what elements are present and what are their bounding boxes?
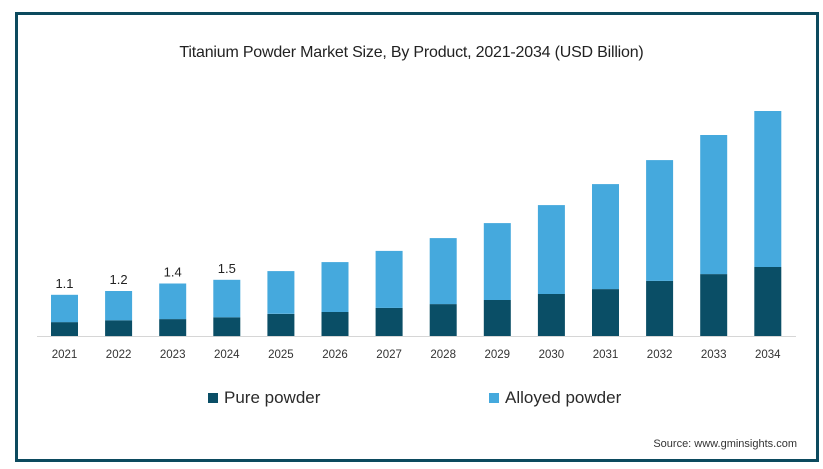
legend-label-alloyed-powder: Alloyed powder bbox=[505, 388, 622, 407]
chart-frame bbox=[15, 12, 819, 462]
chart-title: Titanium Powder Market Size, By Product,… bbox=[179, 44, 644, 61]
bar-alloyed-powder-2024 bbox=[213, 279, 241, 318]
x-tick-2034: 2034 bbox=[755, 349, 781, 361]
x-tick-2021: 2021 bbox=[52, 349, 78, 361]
x-tick-2031: 2031 bbox=[593, 349, 619, 361]
bar-alloyed-powder-2034 bbox=[754, 111, 782, 267]
bar-alloyed-powder-2032 bbox=[646, 160, 674, 281]
bar-pure-powder-2026 bbox=[321, 312, 349, 336]
x-tick-2032: 2032 bbox=[647, 349, 673, 361]
bar-pure-powder-2032 bbox=[646, 280, 674, 336]
legend-item-alloyed-powder: Alloyed powder bbox=[489, 388, 621, 408]
bar-alloyed-powder-2022 bbox=[105, 291, 133, 321]
bar-pure-powder-2025 bbox=[267, 313, 295, 336]
x-tick-2025: 2025 bbox=[268, 349, 294, 361]
bar-pure-powder-2033 bbox=[700, 274, 728, 336]
data-label-2021: 1.1 bbox=[55, 276, 73, 291]
x-tick-2029: 2029 bbox=[485, 349, 511, 361]
bar-pure-powder-2028 bbox=[429, 304, 457, 336]
bar-pure-powder-2031 bbox=[592, 289, 619, 336]
bar-alloyed-powder-2029 bbox=[483, 223, 511, 300]
bar-pure-powder-2030 bbox=[537, 294, 565, 336]
bar-alloyed-powder-2028 bbox=[429, 238, 457, 305]
bar-alloyed-powder-2021 bbox=[51, 294, 78, 323]
bar-alloyed-powder-2031 bbox=[592, 184, 619, 290]
x-tick-2028: 2028 bbox=[430, 349, 456, 361]
bar-alloyed-powder-2033 bbox=[700, 135, 728, 275]
bar-pure-powder-2021 bbox=[51, 322, 78, 336]
bar-pure-powder-2029 bbox=[483, 300, 511, 336]
x-tick-2030: 2030 bbox=[539, 349, 565, 361]
source-note: Source: www.gminsights.com bbox=[653, 438, 797, 450]
bar-pure-powder-2034 bbox=[754, 267, 782, 336]
data-label-2023: 1.4 bbox=[164, 265, 182, 280]
bar-pure-powder-2024 bbox=[213, 317, 241, 337]
legend-swatch-alloyed-powder bbox=[489, 393, 499, 403]
x-tick-2023: 2023 bbox=[160, 349, 186, 361]
data-label-2024: 1.5 bbox=[218, 261, 236, 276]
bar-alloyed-powder-2027 bbox=[375, 250, 403, 308]
bar-alloyed-powder-2030 bbox=[537, 205, 565, 294]
legend-label-pure-powder: Pure powder bbox=[224, 388, 321, 407]
data-labels: 1.1 1.2 1.4 1.5 bbox=[55, 261, 235, 291]
data-label-2022: 1.2 bbox=[110, 272, 128, 287]
bar-pure-powder-2023 bbox=[159, 319, 187, 336]
x-tick-2026: 2026 bbox=[322, 349, 348, 361]
legend-swatch-pure-powder bbox=[208, 393, 218, 403]
x-tick-2022: 2022 bbox=[106, 349, 132, 361]
x-tick-labels: 2021 2022 2023 2024 2025 2026 2027 2028 2029 2030… bbox=[52, 349, 781, 361]
x-tick-2027: 2027 bbox=[376, 349, 402, 361]
x-tick-2033: 2033 bbox=[701, 349, 727, 361]
x-tick-2024: 2024 bbox=[214, 349, 240, 361]
legend-item-pure-powder: Pure powder bbox=[208, 388, 320, 408]
bars-group bbox=[51, 111, 782, 337]
bar-alloyed-powder-2023 bbox=[159, 283, 187, 320]
bar-alloyed-powder-2025 bbox=[267, 271, 295, 314]
bar-alloyed-powder-2026 bbox=[321, 262, 349, 312]
bar-pure-powder-2027 bbox=[375, 307, 403, 336]
bar-pure-powder-2022 bbox=[105, 320, 133, 337]
